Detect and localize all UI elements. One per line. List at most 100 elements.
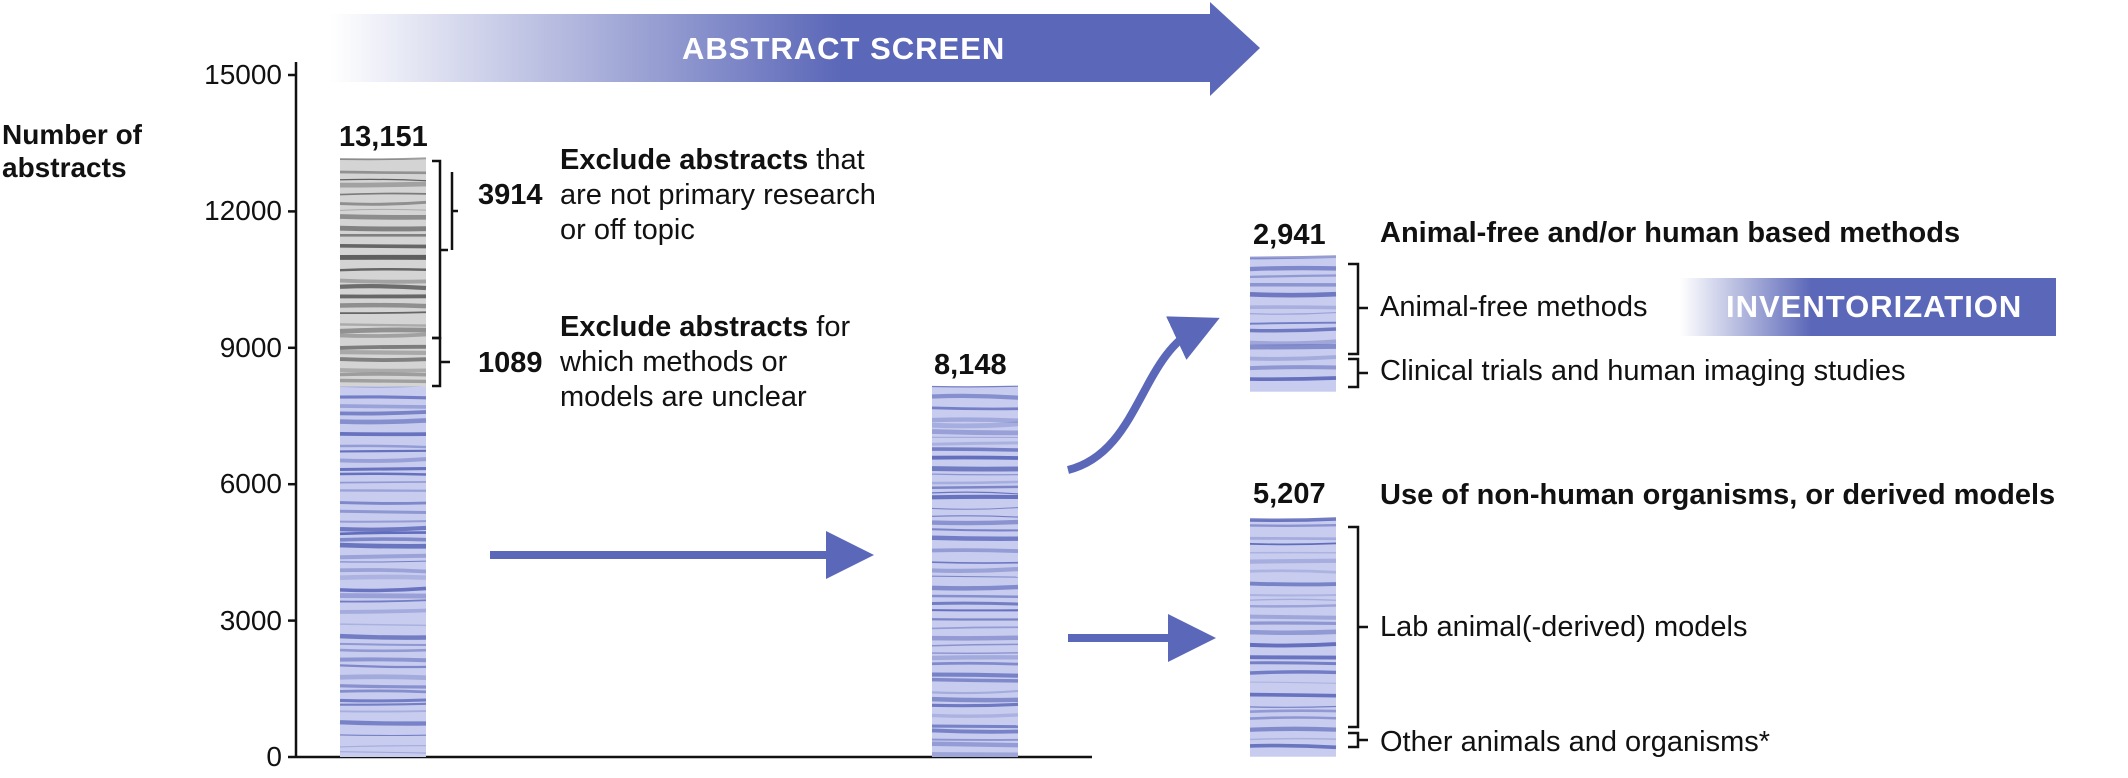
stack-band — [1249, 355, 1337, 361]
stack-band — [931, 507, 1019, 510]
stack-band — [339, 368, 427, 373]
stack-band — [931, 724, 1019, 729]
stack-band — [931, 535, 1019, 541]
stack-band — [1249, 255, 1337, 260]
stack-band — [931, 519, 1019, 526]
stack-band — [931, 689, 1019, 695]
stack-band — [1249, 661, 1337, 666]
bracket-animal-free-methods — [1348, 262, 1368, 356]
stack-band — [339, 323, 427, 327]
stack-band — [1249, 569, 1337, 574]
exclusion-count-3914: 3914 — [478, 179, 543, 211]
stack-band — [931, 417, 1019, 423]
stack-band — [339, 745, 427, 748]
stack-band — [339, 181, 427, 188]
stack-band — [1249, 614, 1337, 620]
stack-band — [339, 531, 427, 536]
stack-count-total: 13,151 — [339, 121, 428, 153]
stack-band — [339, 327, 427, 334]
stack-animal-free — [1249, 255, 1337, 392]
stack-band — [339, 674, 427, 681]
stack-band — [1249, 274, 1337, 278]
stack-band — [339, 664, 427, 669]
stack-band — [1249, 598, 1337, 601]
stack-band — [339, 278, 427, 284]
stack-non-human-fill — [1250, 520, 1336, 757]
stack-band — [339, 444, 427, 449]
stack-band — [339, 410, 427, 416]
stack-band — [1249, 265, 1337, 272]
stack-band — [339, 357, 427, 362]
stack-band — [339, 509, 427, 515]
stack-band — [931, 515, 1019, 518]
exclusion-reason-rest: for which methods or models are unclear — [560, 311, 851, 413]
stack-band — [339, 284, 427, 291]
stack-band — [339, 481, 427, 484]
group-heading-non-human: Use of non-human organisms, or derived m… — [1380, 479, 2056, 511]
stack-total-included — [339, 385, 427, 757]
stack-band — [1249, 343, 1337, 350]
group-item-other-organisms: Other animals and organisms* — [1380, 726, 1771, 758]
stack-band — [1249, 670, 1337, 675]
stack-band — [339, 200, 427, 206]
stack-band — [339, 525, 427, 532]
stack-band — [339, 751, 427, 754]
exclusion-reason-1089: Exclude abstracts for which methods or m… — [560, 310, 860, 415]
bracket-exclusion-3914 — [450, 172, 458, 250]
stack-count-animal-free: 2,941 — [1253, 219, 1326, 251]
stack-band — [931, 441, 1019, 446]
stack-band — [1249, 692, 1337, 698]
stack-band — [339, 157, 427, 161]
stack-band — [339, 608, 427, 614]
stack-band — [339, 633, 427, 640]
group-item-lab-animal-models: Lab animal(-derived) models — [1380, 611, 1748, 643]
stack-band — [1249, 737, 1337, 741]
stack-band — [931, 480, 1019, 485]
stack-band — [931, 575, 1019, 578]
stack-band — [339, 553, 427, 560]
flow-arrow-animal-free — [1066, 316, 1220, 474]
stack-band — [339, 472, 427, 476]
stack-band — [931, 455, 1019, 460]
stack-band — [339, 404, 427, 409]
stack-band — [339, 225, 427, 232]
stack-band — [339, 170, 427, 175]
stack-band — [1249, 517, 1337, 523]
group-heading-animal-free: Animal-free and/or human based methods — [1380, 217, 1961, 249]
stack-band — [339, 642, 427, 647]
stack-band — [1249, 629, 1337, 635]
stack-band — [931, 385, 1019, 388]
stack-band — [339, 586, 427, 593]
stack-band — [339, 395, 427, 400]
bracket-exclusion-total — [432, 159, 448, 340]
stack-count-non-human: 5,207 — [1253, 478, 1326, 510]
stack-band — [1249, 327, 1337, 333]
stack-band — [1249, 365, 1337, 371]
stack-band — [339, 537, 427, 542]
stack-band — [339, 467, 427, 472]
bracket-exclusion-1089 — [432, 336, 450, 388]
stack-band — [339, 702, 427, 706]
stack-band — [339, 568, 427, 574]
group-item-animal-free-methods: Animal-free methods — [1380, 291, 1648, 323]
stack-band — [339, 560, 427, 563]
stack-band — [1249, 743, 1337, 750]
stack-band — [339, 501, 427, 505]
stack-band — [931, 528, 1019, 532]
stack-band — [339, 648, 427, 653]
stack-band — [339, 720, 427, 726]
stack-band — [1249, 604, 1337, 608]
stack-band — [931, 548, 1019, 553]
stack-band — [1249, 716, 1337, 720]
stack-band — [339, 418, 427, 425]
stack-count-screened: 8,148 — [934, 349, 1007, 381]
stack-band — [339, 574, 427, 580]
phase-label-screen: ABSTRACT SCREEN — [682, 31, 1006, 66]
stack-band — [931, 466, 1019, 472]
phase-label-inventorization: INVENTORIZATION — [1726, 289, 2023, 324]
phase-arrow-screen — [330, 2, 1260, 96]
stack-band — [339, 657, 427, 663]
stack-band — [339, 192, 427, 196]
stack-band — [1249, 726, 1337, 732]
